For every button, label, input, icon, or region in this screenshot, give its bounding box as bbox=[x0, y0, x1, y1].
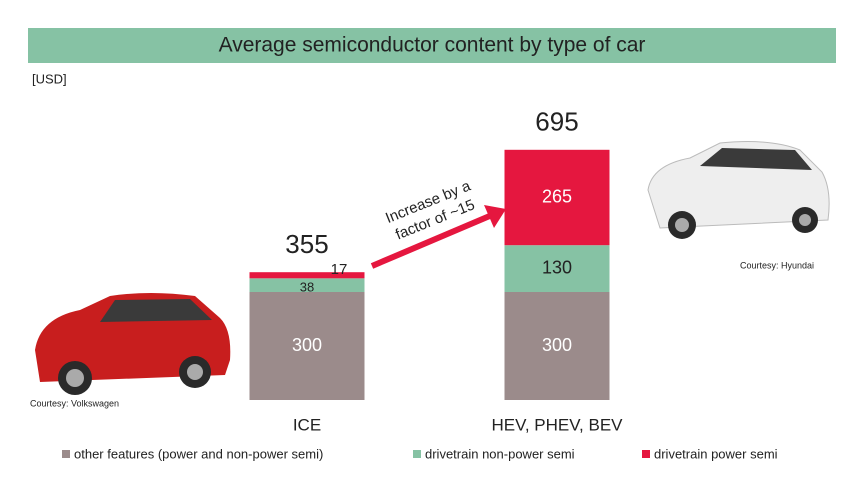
value-label: 130 bbox=[542, 257, 572, 277]
credit: Courtesy: Volkswagen bbox=[30, 398, 119, 408]
value-label: 17 bbox=[331, 261, 348, 278]
legend-label: drivetrain power semi bbox=[654, 446, 778, 461]
car-image-left bbox=[35, 293, 231, 395]
legend-swatch bbox=[413, 450, 421, 458]
chart-title: Average semiconductor content by type of… bbox=[219, 34, 646, 57]
legend-label: drivetrain non-power semi bbox=[425, 446, 575, 461]
arrow bbox=[370, 212, 494, 269]
value-label: 265 bbox=[542, 186, 572, 206]
credit: Courtesy: Hyundai bbox=[740, 260, 814, 270]
annotation: Increase by a factor of ~15 bbox=[383, 177, 477, 243]
unit-label: [USD] bbox=[32, 71, 67, 86]
title-band bbox=[28, 28, 836, 63]
legend-swatch bbox=[62, 450, 70, 458]
car-image-right bbox=[647, 141, 830, 239]
legend-label: other features (power and non-power semi… bbox=[74, 446, 323, 461]
value-label: 300 bbox=[542, 335, 572, 355]
value-label: 300 bbox=[292, 335, 322, 355]
bar-segment bbox=[249, 278, 365, 292]
bar-segment bbox=[249, 292, 365, 400]
legend-swatch bbox=[642, 450, 650, 458]
bar-segment bbox=[504, 149, 610, 246]
total-label: 695 bbox=[535, 107, 578, 137]
x-tick-label: HEV, PHEV, BEV bbox=[491, 415, 623, 434]
bar-segment bbox=[249, 272, 365, 279]
total-label: 355 bbox=[285, 229, 328, 259]
bar-segment bbox=[504, 292, 610, 400]
bar-segment bbox=[504, 245, 610, 292]
x-tick-label: ICE bbox=[293, 415, 321, 434]
arrow-head bbox=[484, 205, 506, 228]
value-label: 38 bbox=[300, 280, 314, 295]
